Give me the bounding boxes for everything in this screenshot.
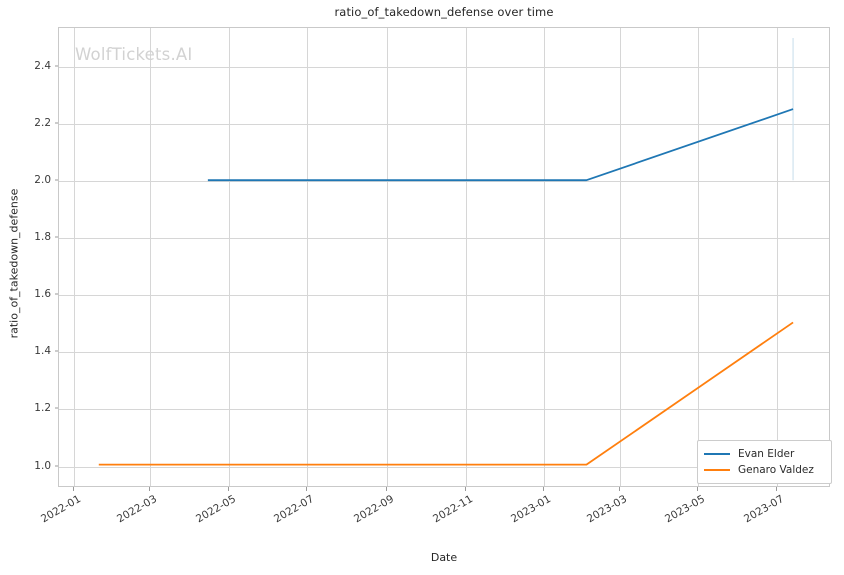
legend-label: Evan Elder [738,448,795,460]
y-tick-label: 1.8 [34,231,51,243]
legend-entry[interactable]: Genaro Valdez [704,462,824,478]
y-tick-label: 1.4 [34,345,51,358]
legend-entry[interactable]: Evan Elder [704,446,824,462]
gridline-vertical [776,28,778,486]
gridline-vertical [150,28,152,486]
y-tick-mark [54,407,58,409]
x-tick-mark [149,487,151,491]
x-tick-mark [775,487,777,491]
y-tick-mark [54,350,58,352]
gridline-vertical [74,28,76,486]
x-tick-mark [697,487,699,491]
gridline-horizontal [59,123,829,125]
y-tick-mark [54,179,58,181]
y-tick-label: 2.2 [34,116,51,129]
y-tick-mark [54,236,58,238]
gridline-horizontal [59,409,829,411]
series-line [98,321,794,466]
gridline-horizontal [59,466,829,468]
legend-color-swatch [704,453,730,455]
gridline-horizontal [59,66,829,68]
gridline-horizontal [59,352,829,354]
y-tick-label: 2.4 [34,59,51,72]
gridline-horizontal [59,238,829,239]
gridline-horizontal [59,295,829,297]
y-tick-label: 1.0 [34,459,51,472]
y-tick-mark [54,65,58,67]
gridline-vertical [544,28,546,486]
y-tick-mark [54,122,58,124]
x-axis-tick-labels: 2022-01 2022-03 2022-05 2022-07 2022-09 2022-… [0,487,844,547]
gridline-vertical [387,28,389,486]
series-line [207,108,794,182]
gridline-vertical [465,28,467,486]
x-tick-mark [543,487,545,491]
x-tick-mark [73,487,75,491]
x-tick-mark [227,487,229,491]
gridline-vertical [228,28,230,486]
plot-area: WolfTickets.AI [58,27,830,487]
gridline-horizontal [59,180,829,182]
y-tick-label: 1.2 [34,402,51,415]
watermark-text: WolfTickets.AI [75,45,193,64]
y-tick-mark [54,465,58,467]
gridline-vertical [307,28,309,486]
x-tick-mark [464,487,466,491]
legend-label: Genaro Valdez [738,464,814,476]
x-tick-mark [306,487,308,491]
y-tick-label: 2.0 [34,173,51,186]
gridline-vertical [619,28,621,486]
gridline-vertical [698,28,700,486]
legend-color-swatch [704,469,730,471]
x-tick-mark [618,487,620,491]
y-axis-label: ratio_of_takedown_defense [7,188,21,339]
chart-title: ratio_of_takedown_defense over time [334,5,554,19]
chart-legend: Evan Elder Genaro Valdez [697,440,832,484]
y-tick-label: 1.6 [34,288,51,301]
y-tick-mark [54,293,58,295]
series-plot [98,37,794,466]
y-axis-tick-labels: 1.0 1.2 1.4 1.6 1.8 2.0 2.2 2.4 [0,27,51,487]
x-axis-label: Date [430,551,458,564]
x-tick-mark [386,487,388,491]
